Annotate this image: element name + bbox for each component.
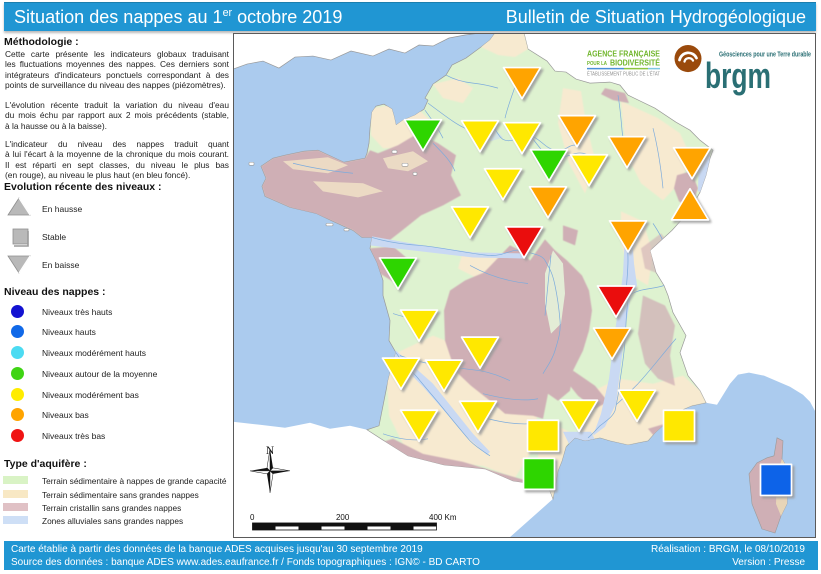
svg-text:POUR LA: POUR LA — [587, 61, 607, 67]
svg-text:ÉTABLISSEMENT PUBLIC DE L'ÉTAT: ÉTABLISSEMENT PUBLIC DE L'ÉTAT — [587, 71, 660, 78]
svg-text:200: 200 — [336, 513, 350, 522]
svg-text:brgm: brgm — [705, 55, 771, 96]
svg-text:AGENCE FRANÇAISE: AGENCE FRANÇAISE — [587, 49, 660, 59]
svg-text:Géosciences pour une Terre dur: Géosciences pour une Terre durable — [719, 50, 811, 59]
svg-text:0: 0 — [250, 513, 255, 522]
svg-text:N: N — [266, 445, 275, 457]
svg-text:400 Km: 400 Km — [429, 513, 457, 522]
svg-text:BIODIVERSITÉ: BIODIVERSITÉ — [610, 58, 660, 68]
